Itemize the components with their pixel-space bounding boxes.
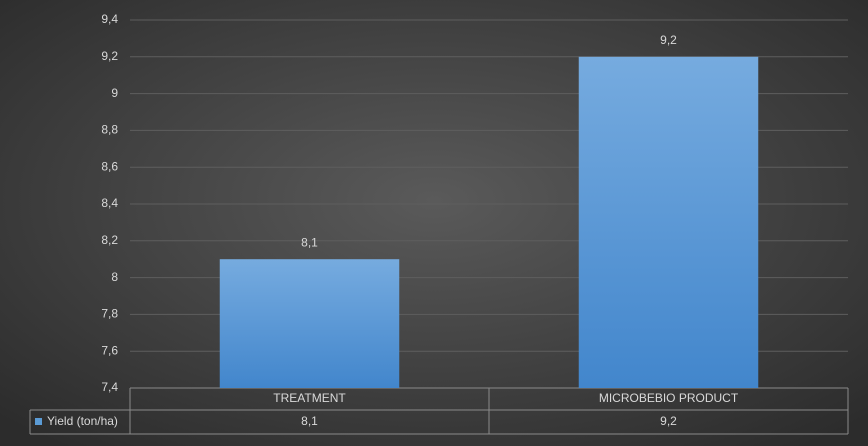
legend-label: Yield (ton/ha) — [47, 414, 118, 428]
y-tick-label: 7,6 — [101, 343, 118, 357]
y-tick-label: 9 — [111, 86, 118, 100]
y-tick-label: 8,4 — [101, 196, 118, 210]
y-tick-label: 8,2 — [101, 233, 118, 247]
bar — [578, 56, 759, 389]
x-tick-label: MICROBEBIO PRODUCT — [599, 391, 739, 405]
y-tick-label: 9,2 — [101, 49, 118, 63]
y-tick-label: 8 — [111, 270, 118, 284]
y-tick-label: 9,4 — [101, 12, 118, 26]
x-tick-label: TREATMENT — [273, 391, 346, 405]
data-label: 8,1 — [301, 235, 318, 249]
table-value: 9,2 — [660, 414, 677, 428]
table-value: 8,1 — [301, 414, 318, 428]
y-tick-label: 8,6 — [101, 159, 118, 173]
y-tick-label: 7,8 — [101, 307, 118, 321]
legend-key — [35, 418, 42, 425]
data-label: 9,2 — [660, 33, 677, 47]
y-tick-label: 7,4 — [101, 380, 118, 394]
bar — [219, 259, 400, 388]
y-tick-label: 8,8 — [101, 123, 118, 137]
